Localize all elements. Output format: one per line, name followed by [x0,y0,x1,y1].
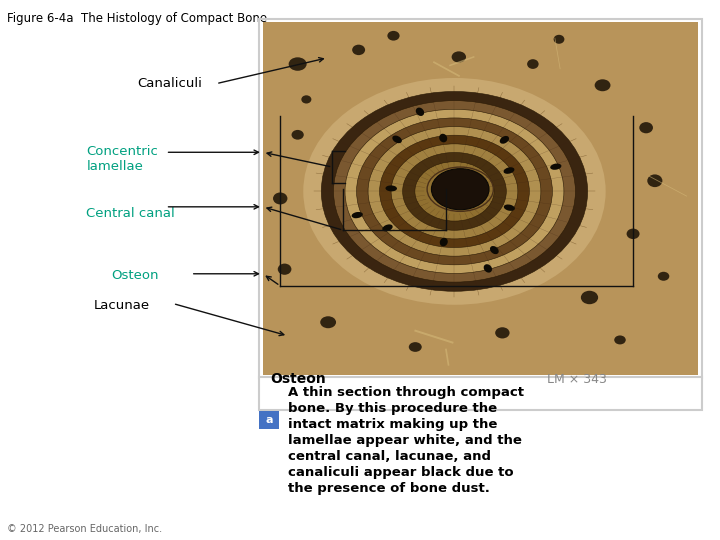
Ellipse shape [581,291,598,304]
Ellipse shape [392,136,402,143]
Ellipse shape [409,342,422,352]
Ellipse shape [278,264,292,275]
Ellipse shape [554,35,564,44]
Text: Concentric
lamellae: Concentric lamellae [86,145,158,173]
Ellipse shape [451,51,466,63]
Circle shape [333,100,575,282]
Ellipse shape [495,327,510,339]
Ellipse shape [639,122,653,133]
Circle shape [303,78,606,305]
Ellipse shape [647,174,662,187]
Ellipse shape [352,45,365,55]
Ellipse shape [595,79,611,91]
Text: LM × 343: LM × 343 [547,373,607,386]
Ellipse shape [614,335,626,345]
FancyBboxPatch shape [259,377,702,410]
Ellipse shape [504,205,515,211]
Ellipse shape [385,185,397,191]
Text: Figure 6-4a  The Histology of Compact Bone: Figure 6-4a The Histology of Compact Bon… [7,12,267,25]
Circle shape [321,91,588,291]
Circle shape [402,152,506,230]
Circle shape [345,109,564,273]
Ellipse shape [320,316,336,328]
Ellipse shape [382,225,392,231]
Circle shape [356,118,552,265]
Ellipse shape [416,107,424,116]
Text: Osteon: Osteon [270,372,325,386]
Ellipse shape [500,136,509,144]
Ellipse shape [292,130,304,140]
Text: Osteon: Osteon [112,269,159,282]
Ellipse shape [301,95,312,104]
Circle shape [368,126,541,256]
Ellipse shape [527,59,539,69]
Ellipse shape [289,57,307,71]
Ellipse shape [484,264,492,273]
Ellipse shape [490,246,499,254]
Text: a: a [266,415,273,425]
Text: © 2012 Pearson Education, Inc.: © 2012 Pearson Education, Inc. [7,523,162,534]
Ellipse shape [503,167,514,174]
Ellipse shape [626,228,639,239]
Ellipse shape [440,238,448,246]
Text: Central canal: Central canal [86,207,175,220]
Ellipse shape [550,164,562,170]
Ellipse shape [439,134,447,143]
Circle shape [415,161,494,221]
Ellipse shape [351,212,363,218]
FancyBboxPatch shape [259,411,279,429]
Circle shape [379,135,529,247]
Ellipse shape [658,272,670,281]
Text: Lacunae: Lacunae [94,299,150,312]
Circle shape [391,144,518,239]
Ellipse shape [431,168,489,210]
Text: Canaliculi: Canaliculi [137,77,202,90]
Text: A thin section through compact
bone. By this procedure the
intact matrix making : A thin section through compact bone. By … [288,386,524,495]
Ellipse shape [273,192,287,205]
Ellipse shape [387,31,400,40]
FancyBboxPatch shape [263,22,698,375]
